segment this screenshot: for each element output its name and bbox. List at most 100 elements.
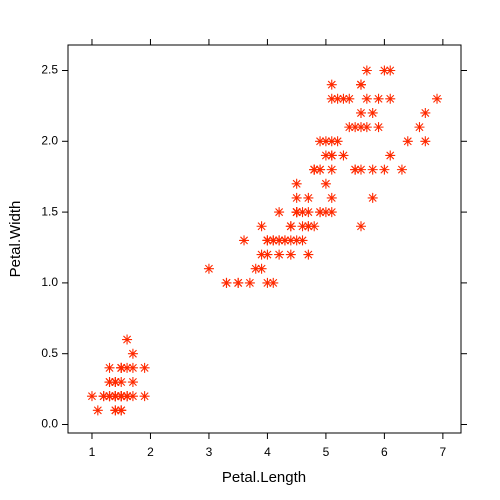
point (291, 207, 302, 218)
point (127, 377, 138, 388)
point (385, 150, 396, 161)
point (256, 249, 267, 260)
point (420, 107, 431, 118)
point (367, 107, 378, 118)
point (350, 122, 361, 133)
point (122, 391, 133, 402)
point (116, 377, 127, 388)
point (262, 249, 273, 260)
point (350, 164, 361, 175)
point (367, 192, 378, 203)
point (326, 150, 337, 161)
point (221, 277, 232, 288)
point (233, 277, 244, 288)
x-tick-label: 4 (264, 445, 271, 459)
x-tick-label: 2 (147, 445, 154, 459)
point (297, 221, 308, 232)
point (262, 235, 273, 246)
point (355, 79, 366, 90)
point (344, 93, 355, 104)
point (86, 391, 97, 402)
point (332, 93, 343, 104)
point (414, 122, 425, 133)
point (110, 391, 121, 402)
point (110, 377, 121, 388)
point (92, 405, 103, 416)
point (315, 207, 326, 218)
y-axis-title: Petal.Width (7, 201, 24, 278)
point (256, 263, 267, 274)
point (239, 235, 250, 246)
point (432, 93, 443, 104)
point (98, 391, 109, 402)
y-tick-label: 2.0 (41, 133, 58, 147)
point (385, 65, 396, 76)
point (361, 122, 372, 133)
point (104, 362, 115, 373)
point (379, 164, 390, 175)
point (122, 334, 133, 345)
point (104, 377, 115, 388)
point (326, 164, 337, 175)
point (303, 249, 314, 260)
point (244, 277, 255, 288)
point (326, 136, 337, 147)
point (309, 164, 320, 175)
point (379, 65, 390, 76)
point (139, 362, 150, 373)
point (355, 107, 366, 118)
point (274, 249, 285, 260)
y-tick-label: 1.0 (41, 275, 58, 289)
point (355, 221, 366, 232)
point (326, 207, 337, 218)
point (256, 221, 267, 232)
point (303, 221, 314, 232)
y-tick-label: 1.5 (41, 204, 58, 218)
point (116, 391, 127, 402)
point (291, 178, 302, 189)
point (338, 150, 349, 161)
x-tick-label: 5 (323, 445, 330, 459)
point (402, 136, 413, 147)
point (320, 207, 331, 218)
point (285, 249, 296, 260)
point (320, 136, 331, 147)
point (396, 164, 407, 175)
point (344, 122, 355, 133)
point (110, 405, 121, 416)
point (367, 164, 378, 175)
y-tick-label: 0.0 (41, 417, 58, 431)
point (274, 235, 285, 246)
point (361, 65, 372, 76)
point (279, 235, 290, 246)
point (303, 192, 314, 203)
point (116, 362, 127, 373)
point (250, 263, 261, 274)
point (268, 277, 279, 288)
point (285, 221, 296, 232)
y-tick-label: 2.5 (41, 63, 58, 77)
point (332, 136, 343, 147)
point (315, 164, 326, 175)
point (127, 348, 138, 359)
x-tick-label: 6 (381, 445, 388, 459)
point (326, 79, 337, 90)
point (385, 93, 396, 104)
point (355, 122, 366, 133)
point (373, 93, 384, 104)
plot-frame (67, 44, 462, 434)
point (104, 391, 115, 402)
point (309, 221, 320, 232)
point (297, 207, 308, 218)
point (303, 207, 314, 218)
point (320, 178, 331, 189)
point (291, 235, 302, 246)
point (326, 93, 337, 104)
point (285, 235, 296, 246)
point (320, 150, 331, 161)
point (315, 136, 326, 147)
y-tick-label: 0.5 (41, 346, 58, 360)
point (291, 192, 302, 203)
